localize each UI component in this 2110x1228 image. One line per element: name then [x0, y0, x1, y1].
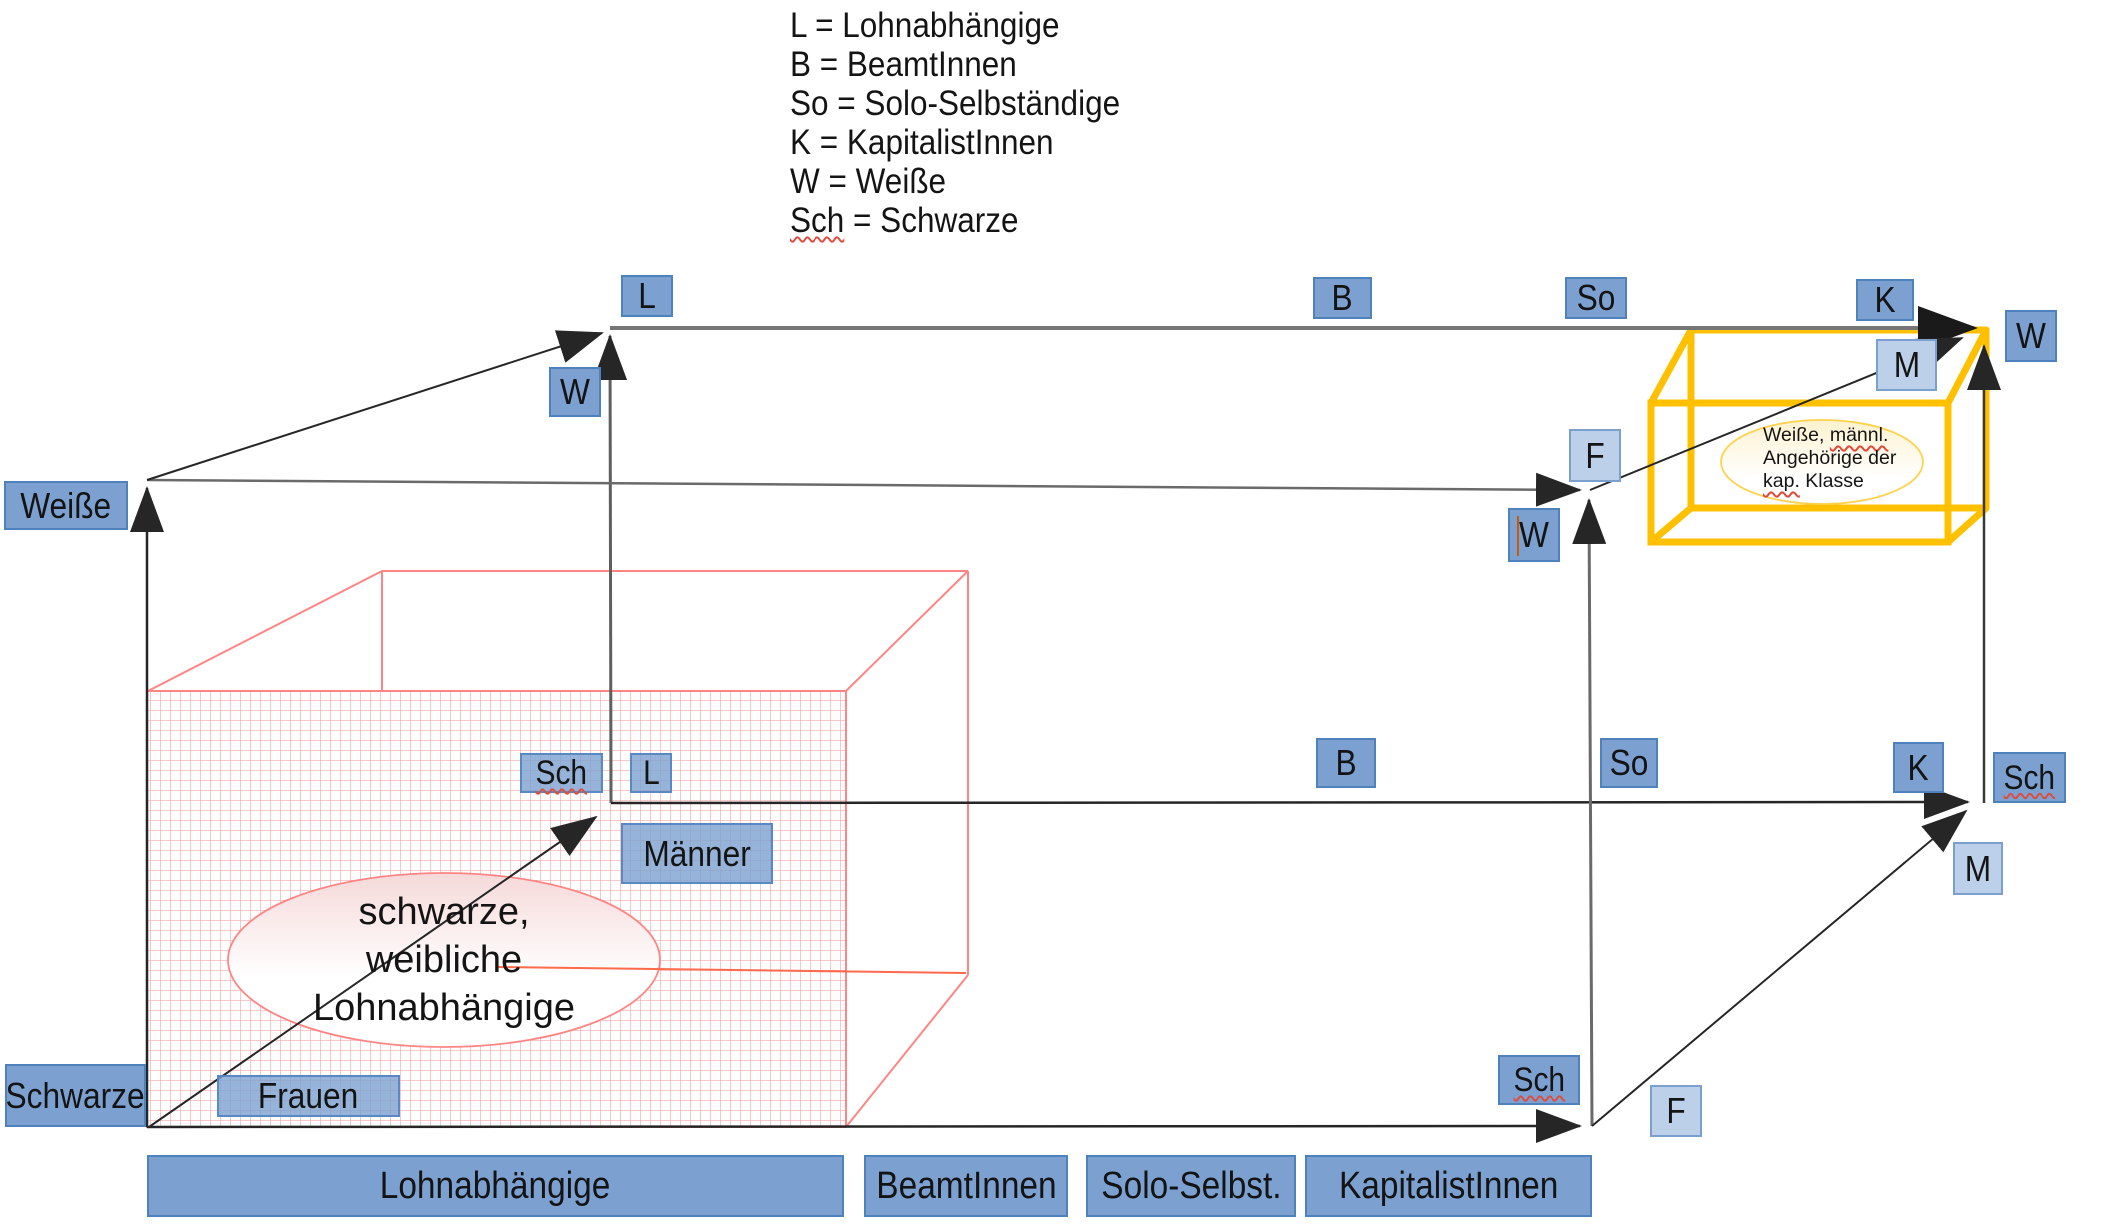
label-w-top-left: W	[549, 367, 601, 417]
yellow-ellipse-line-2: Angehörige der	[1763, 447, 1897, 469]
label-schwarze: Schwarze	[5, 1064, 146, 1127]
yellow-ellipse	[1720, 419, 1924, 505]
red-depth-edge-top-right	[845, 570, 969, 692]
red-ellipse	[227, 872, 661, 1048]
front-bottom-edge-class-axis	[146, 1109, 1582, 1144]
red-ellipse-label: schwarze, weibliche Lohnabhängige	[312, 891, 576, 1029]
label-w-top-right: W	[2005, 310, 2057, 362]
bar-solo-selbst: Solo-Selbst.	[1086, 1155, 1296, 1217]
front-right-edge	[1572, 498, 1607, 1127]
label-so-top: So	[1565, 277, 1627, 319]
yellow-ellipse-line-3: kap. Klasse	[1763, 470, 1864, 492]
back-bottom-edge-class-axis	[610, 785, 1970, 820]
legend-line-w: W = Weiße	[790, 162, 947, 201]
yellow-ellipse-line-1: Weiße, männl.	[1763, 424, 1889, 446]
label-b-back: B	[1316, 738, 1376, 788]
label-l-top: L	[621, 275, 673, 317]
label-m-top-right: M	[1876, 339, 1937, 391]
label-w-middle: W	[1508, 508, 1560, 562]
yellow-depth-edge-top-left	[1647, 326, 1695, 407]
legend-line-k: K = KapitalistInnen	[790, 123, 1054, 162]
bar-lohnabhaengige: Lohnabhängige	[147, 1155, 844, 1217]
label-k-top: K	[1856, 279, 1914, 321]
front-top-edge-class-axis	[146, 472, 1582, 507]
yellow-depth-edge-bottom-left	[1647, 504, 1695, 546]
legend-line-b: B = BeamtInnen	[790, 45, 1017, 84]
bar-beamtinnen: BeamtInnen	[864, 1155, 1068, 1217]
label-b-top: B	[1313, 277, 1372, 319]
legend-line-so: So = Solo-Selbständige	[790, 84, 1121, 123]
legend: L = Lohnabhängige B = BeamtInnen So = So…	[790, 6, 1120, 240]
legend-line-sch: Sch = Schwarze	[790, 201, 1019, 240]
red-pointer-line	[496, 966, 967, 974]
depth-edge-bottom-right-gender-axis	[1591, 809, 1968, 1127]
red-depth-edge-bottom-right	[845, 974, 969, 1128]
label-f-middle: F	[1569, 429, 1621, 482]
red-depth-edge-top-left	[147, 570, 383, 692]
back-left-edge-race-axis	[593, 334, 628, 804]
text-cursor	[1517, 516, 1519, 556]
label-k-back: K	[1893, 742, 1944, 793]
label-maenner: Männer	[621, 823, 773, 884]
label-sch-right: Sch	[1993, 752, 2066, 803]
bar-kapitalistinnen: KapitalistInnen	[1305, 1155, 1592, 1217]
main-cube-lines	[130, 306, 2001, 1144]
label-sch-back-left: Sch	[520, 753, 603, 793]
yellow-ellipse-label: Weiße, männl. Angehörige der kap. Klasse	[1763, 424, 1943, 493]
legend-line-l: L = Lohnabhängige	[790, 6, 1060, 45]
label-m-bottom-right: M	[1953, 842, 2003, 895]
label-sch-bottom: Sch	[1498, 1055, 1580, 1105]
label-weisse: Weiße	[4, 481, 128, 530]
depth-edge-top-left-gender-axis	[146, 330, 604, 481]
label-f-bottom: F	[1650, 1085, 1702, 1137]
yellow-depth-edge-bottom-right	[1944, 504, 1990, 546]
label-frauen: Frauen	[217, 1075, 400, 1117]
yellow-front-face	[1647, 399, 1952, 546]
label-so-back: So	[1600, 738, 1658, 788]
label-l-back: L	[630, 753, 672, 793]
